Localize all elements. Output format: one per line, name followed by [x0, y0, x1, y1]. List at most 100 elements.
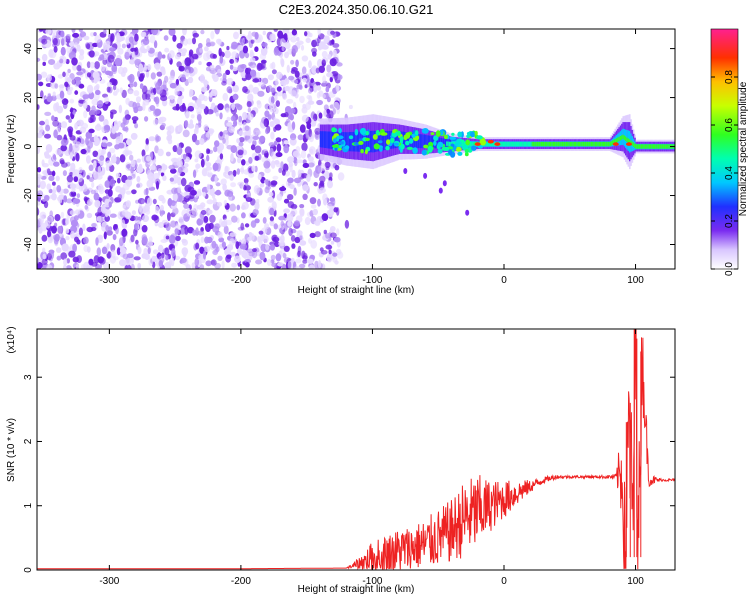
signal-ridge: [548, 141, 551, 147]
noise-blob: [180, 51, 186, 57]
noise-blob: [84, 204, 89, 210]
noise-blob: [134, 223, 139, 231]
noise-blob: [231, 262, 238, 268]
noise-blob: [122, 204, 126, 209]
noise-blob: [239, 38, 246, 44]
noise-blob: [284, 112, 289, 118]
noise-blob: [189, 89, 194, 96]
noise-blob: [248, 156, 253, 164]
noise-blob: [254, 201, 260, 210]
noise-blob: [229, 59, 235, 64]
noise-blob: [107, 151, 112, 159]
noise-blob: [217, 231, 223, 239]
noise-blob: [113, 124, 119, 131]
noise-blob: [181, 238, 187, 244]
noise-blob: [132, 29, 139, 34]
signal-blob: [465, 139, 471, 146]
noise-blob: [323, 109, 327, 117]
noise-blob: [147, 247, 151, 255]
signal-blob: [377, 140, 383, 144]
noise-blob: [116, 88, 120, 93]
noise-blob: [140, 31, 147, 37]
signal-core: [436, 137, 439, 149]
noise-blob: [89, 61, 95, 69]
noise-blob: [186, 38, 193, 45]
noise-blob: [191, 96, 198, 101]
signal-core: [327, 131, 330, 149]
noise-blob: [206, 236, 213, 244]
noise-blob: [56, 185, 62, 193]
noise-blob: [307, 162, 315, 168]
noise-blob: [185, 69, 190, 78]
noise-blob: [273, 223, 278, 230]
signal-ridge: [515, 141, 518, 147]
signal-ridge: [588, 141, 590, 147]
noise-blob: [229, 203, 236, 212]
noise-blob: [38, 227, 43, 234]
noise-blob: [69, 210, 76, 216]
noise-blob: [117, 47, 124, 55]
signal-core: [421, 134, 423, 149]
noise-blob: [278, 215, 286, 221]
noise-blob: [104, 208, 109, 218]
noise-blob: [232, 93, 239, 100]
noise-blob: [215, 246, 220, 253]
spectrogram-marks: [37, 29, 675, 269]
noise-blob: [250, 144, 256, 151]
noise-blob: [202, 250, 207, 260]
noise-blob: [265, 179, 269, 186]
noise-blob: [329, 197, 335, 202]
noise-blob: [108, 201, 112, 208]
noise-blob: [325, 244, 333, 250]
signal-ridge: [527, 141, 530, 147]
signal-core: [408, 132, 410, 148]
noise-blob: [168, 95, 176, 100]
noise-blob: [262, 149, 268, 154]
noise-blob: [95, 89, 101, 95]
signal-core: [422, 134, 424, 149]
noise-blob: [304, 31, 308, 37]
noise-blob: [308, 264, 315, 269]
signal-ridge: [518, 141, 521, 147]
noise-blob: [191, 208, 196, 215]
noise-blob: [149, 35, 156, 44]
noise-blob: [199, 74, 205, 83]
y-tick-label: -20: [23, 188, 34, 203]
signal-ridge: [510, 141, 513, 147]
noise-blob: [254, 145, 262, 154]
noise-blob: [257, 90, 265, 97]
noise-blob: [274, 93, 278, 102]
noise-blob: [273, 46, 279, 56]
noise-blob: [283, 140, 289, 145]
x-tick-label: -300: [99, 576, 119, 587]
noise-blob: [297, 169, 302, 178]
noise-blob: [219, 153, 224, 160]
signal-core: [348, 132, 351, 152]
noise-blob: [289, 184, 295, 190]
noise-blob: [80, 148, 87, 155]
noise-blob: [250, 39, 255, 44]
signal-ridge: [597, 141, 599, 147]
signal-ridge: [639, 144, 642, 149]
noise-blob: [42, 61, 46, 66]
noise-blob: [264, 110, 270, 118]
signal-ridge: [577, 141, 580, 147]
noise-blob: [142, 37, 150, 46]
noise-blob: [144, 143, 149, 152]
noise-blob: [205, 148, 210, 155]
signal-blob: [433, 140, 437, 146]
noise-blob: [287, 261, 292, 269]
noise-blob: [209, 41, 216, 47]
noise-blob: [63, 258, 68, 267]
noise-blob: [150, 72, 156, 80]
signal-core: [397, 131, 399, 148]
noise-blob: [295, 59, 299, 68]
signal-ridge: [511, 141, 514, 147]
signal-ridge: [536, 141, 539, 147]
noise-blob: [74, 122, 78, 130]
noise-blob: [44, 151, 49, 157]
noise-blob: [206, 183, 211, 192]
noise-blob: [299, 124, 306, 133]
signal-peak: [626, 142, 632, 146]
